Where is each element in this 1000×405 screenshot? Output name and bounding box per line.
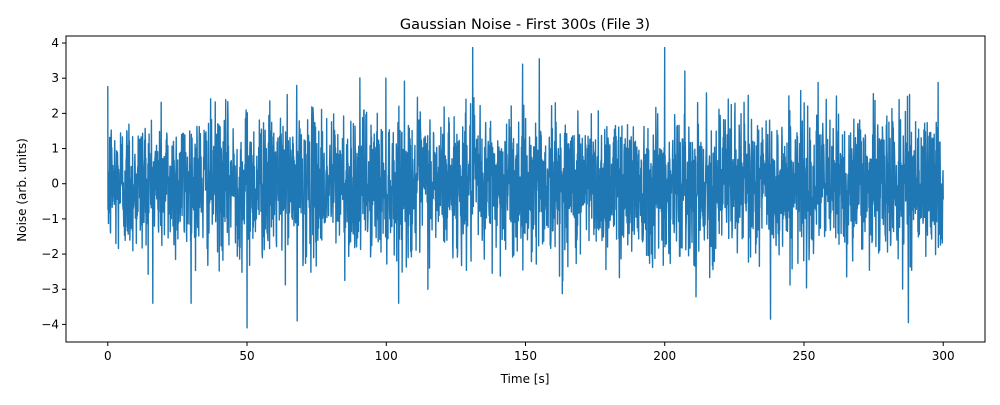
y-axis-label: Noise (arb. units) <box>15 138 29 242</box>
x-tick-label: 200 <box>653 349 676 363</box>
x-tick-label: 150 <box>514 349 537 363</box>
y-tick-label: 0 <box>51 177 59 191</box>
y-tick-label: −2 <box>41 247 59 261</box>
x-axis-label: Time [s] <box>500 372 550 386</box>
y-tick-label: −3 <box>41 282 59 296</box>
plot-area <box>107 46 944 329</box>
chart-title: Gaussian Noise - First 300s (File 3) <box>400 17 650 33</box>
y-tick-label: 2 <box>51 106 59 120</box>
x-tick-label: 100 <box>375 349 398 363</box>
x-tick-label: 50 <box>239 349 254 363</box>
y-tick-label: 4 <box>51 36 59 50</box>
y-axis: −4 −3 −2 −1 0 1 2 3 4 <box>41 36 66 331</box>
y-tick-label: −1 <box>41 212 59 226</box>
noise-series-line <box>107 46 944 329</box>
x-axis: 0 50 100 150 200 250 300 <box>104 342 955 363</box>
y-tick-label: 3 <box>51 71 59 85</box>
x-tick-label: 250 <box>793 349 816 363</box>
y-tick-label: 1 <box>51 142 59 156</box>
x-tick-label: 0 <box>104 349 112 363</box>
y-tick-label: −4 <box>41 317 59 331</box>
x-tick-label: 300 <box>932 349 955 363</box>
